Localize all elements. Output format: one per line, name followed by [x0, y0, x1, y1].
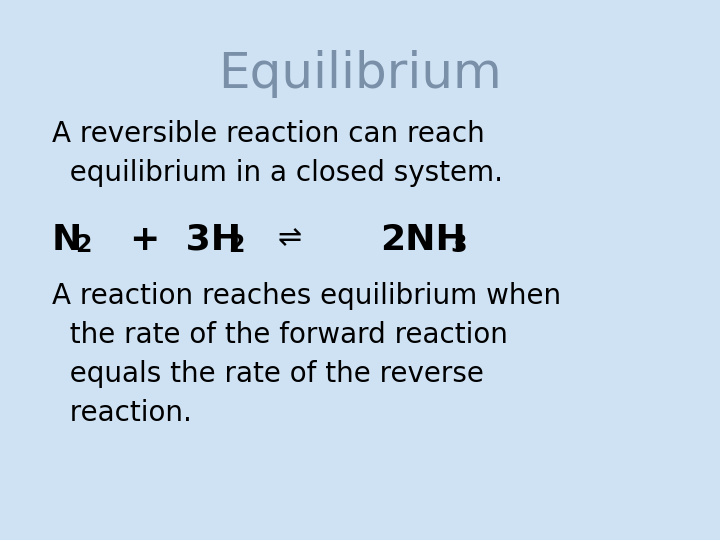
Text: 2: 2: [228, 233, 244, 257]
Text: 2: 2: [75, 233, 91, 257]
Text: A reaction reaches equilibrium when
  the rate of the forward reaction
  equals : A reaction reaches equilibrium when the …: [52, 282, 561, 427]
Text: +  3H: + 3H: [130, 223, 241, 257]
Text: N: N: [52, 223, 82, 257]
Text: 3: 3: [450, 233, 467, 257]
Text: A reversible reaction can reach
  equilibrium in a closed system.: A reversible reaction can reach equilibr…: [52, 120, 503, 187]
Text: ⇌: ⇌: [278, 224, 302, 252]
Text: 2NH: 2NH: [380, 223, 466, 257]
Text: Equilibrium: Equilibrium: [218, 50, 502, 98]
